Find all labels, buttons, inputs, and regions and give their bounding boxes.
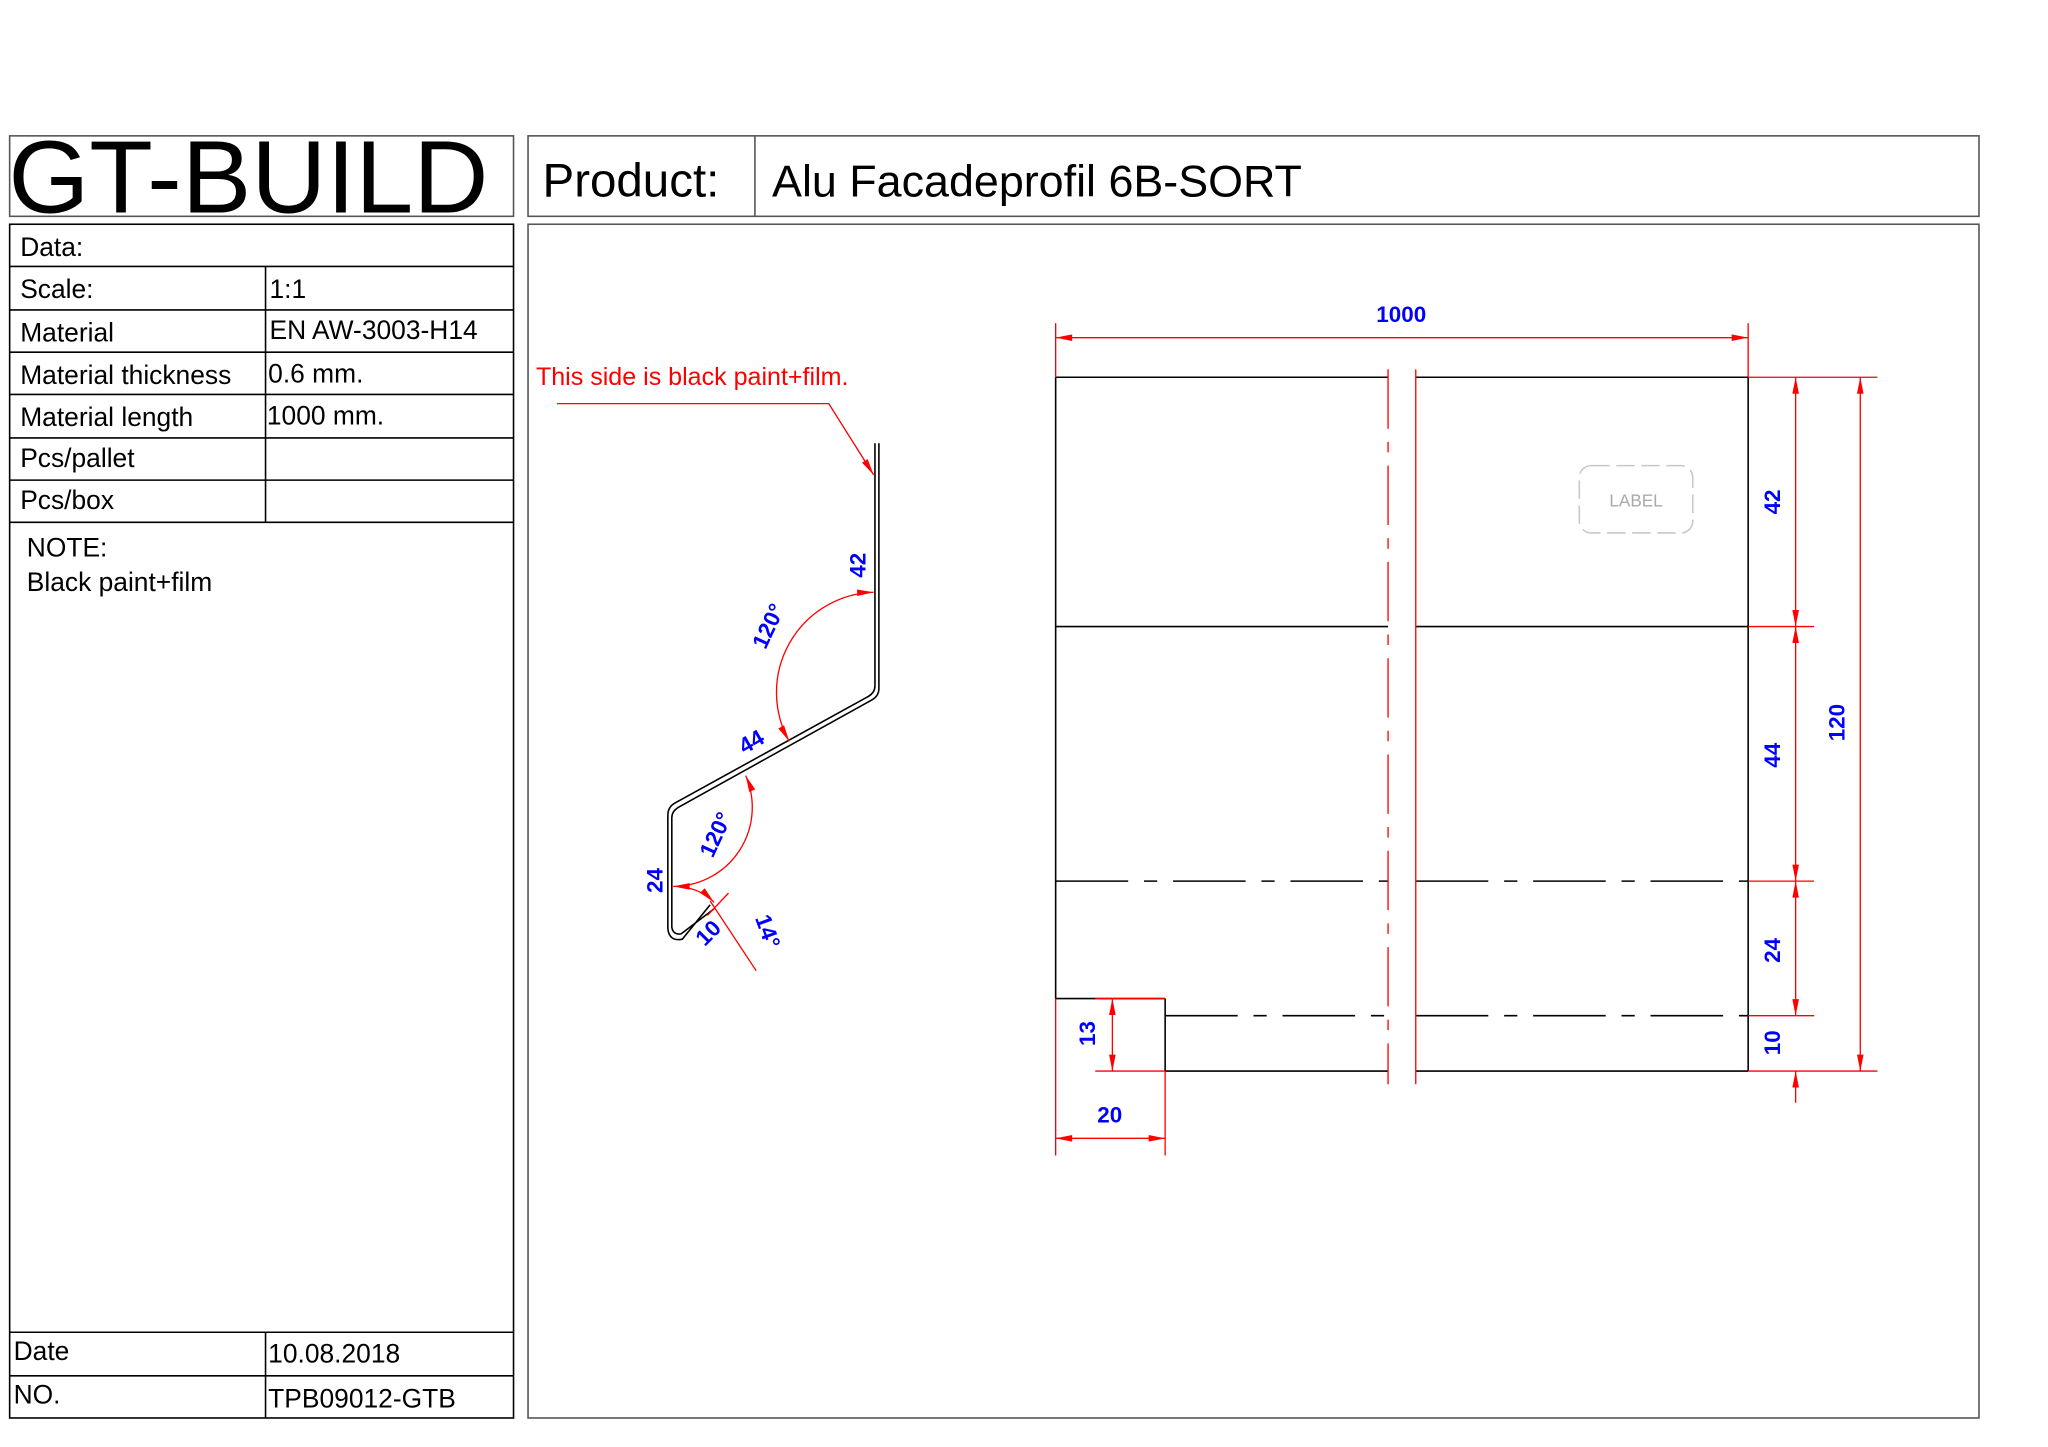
- dim-length: 1000: [1376, 302, 1426, 327]
- logo-box: GT-BUILD: [8, 119, 515, 234]
- date-value: 10.08.2018: [268, 1339, 400, 1369]
- dim-profile-24: 24: [643, 868, 668, 893]
- row-label-length: Material length: [20, 402, 193, 432]
- angle-hem: 14°: [750, 911, 785, 951]
- product-name: Alu Facadeprofil 6B-SORT: [772, 156, 1302, 207]
- row-label-pcs-pallet: Pcs/pallet: [20, 443, 135, 473]
- callout-leader: [557, 402, 875, 476]
- angle-upper: 120°: [747, 600, 789, 653]
- label-placeholder: LABEL: [1578, 464, 1694, 534]
- company-logo: GT-BUILD: [8, 119, 488, 234]
- dim-height-total: 120: [1824, 704, 1849, 741]
- dim-profile-42: 42: [846, 553, 871, 578]
- data-table: Data: Scale: 1:1 Material EN AW-3003-H14…: [8, 223, 515, 1419]
- dim-notch-width: 20: [1097, 1103, 1122, 1128]
- row-label-thickness: Material thickness: [20, 360, 231, 390]
- label-text: LABEL: [1609, 491, 1662, 511]
- row-value-length: 1000 mm.: [267, 401, 384, 431]
- dim-notch-height: 13: [1075, 1021, 1100, 1046]
- date-label: Date: [14, 1336, 70, 1366]
- drawing-frame: [527, 223, 1980, 1419]
- row-value-scale: 1:1: [270, 274, 307, 304]
- angle-arc-lower: [673, 775, 756, 890]
- row-value-thickness: 0.6 mm.: [268, 359, 363, 389]
- callout-text: This side is black paint+film.: [536, 363, 849, 391]
- no-value: TPB09012-GTB: [268, 1383, 456, 1413]
- angle-arc-upper: [775, 589, 874, 742]
- dim-height-24: 24: [1760, 937, 1785, 962]
- angle-lower: 120°: [695, 808, 737, 861]
- dim-height-10: 10: [1760, 1030, 1785, 1055]
- front-view: LABEL 1000 42 44 24 10 120 13 20: [1054, 302, 1878, 1156]
- product-label: Product:: [543, 155, 720, 208]
- product-header: Product: Alu Facadeprofil 6B-SORT: [527, 135, 1980, 218]
- data-label: Data:: [20, 232, 83, 262]
- row-value-material: EN AW-3003-H14: [270, 315, 478, 345]
- row-label-scale: Scale:: [20, 274, 93, 304]
- profile-section: This side is black paint+film. 42 44 24 …: [536, 363, 880, 972]
- no-label: NO.: [14, 1379, 61, 1409]
- dim-profile-10: 10: [691, 915, 726, 950]
- angle-arc-hem: [686, 887, 715, 903]
- dim-height-42: 42: [1760, 489, 1785, 514]
- row-label-material: Material: [20, 318, 114, 348]
- note-text: Black paint+film: [27, 567, 212, 597]
- note-label: NOTE:: [27, 533, 108, 563]
- row-label-pcs-box: Pcs/box: [20, 485, 114, 515]
- dim-height-44: 44: [1760, 742, 1785, 767]
